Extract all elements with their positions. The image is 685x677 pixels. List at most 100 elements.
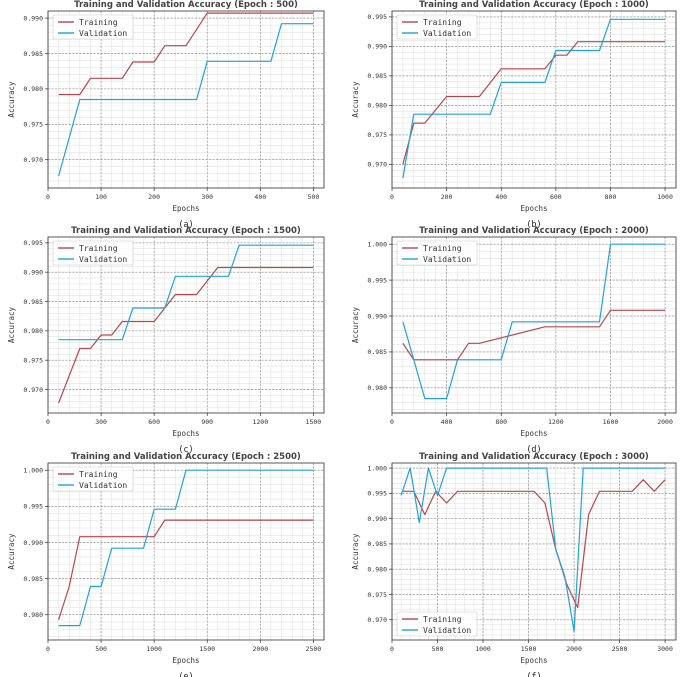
y-tick-label: 0.985 [367,540,387,548]
legend-label-validation: Validation [79,29,127,38]
x-tick-label: 500 [308,193,320,201]
x-tick-label: 2500 [612,645,628,653]
y-tick-label: 0.985 [23,575,43,583]
series-line-validation [400,467,666,633]
x-tick-label: 1200 [252,418,268,426]
x-axis-label: Epochs [520,656,547,665]
series-line-validation [58,469,314,627]
x-axis-label: Epochs [172,656,199,665]
y-tick-label: 0.995 [23,239,43,247]
y-axis-label: Accuracy [7,306,16,343]
y-tick-label: 0.970 [367,161,387,169]
x-tick-label: 0 [390,645,394,653]
x-tick-label: 0 [46,645,50,653]
x-axis-label: Epochs [520,429,547,438]
y-tick-label: 0.990 [367,312,387,320]
chart-title: Training and Validation Accuracy (Epoch … [74,0,298,10]
x-axis-label: Epochs [520,204,547,213]
x-axis-label: Epochs [172,429,199,438]
x-tick-label: 2000 [657,418,673,426]
y-tick-label: 0.975 [367,591,387,599]
series-line-validation [402,18,666,179]
series-line-training [58,12,314,96]
plot-frame [47,10,325,189]
x-tick-label: 200 [441,193,453,201]
y-tick-label: 0.975 [23,357,43,365]
x-tick-label: 1000 [657,193,673,201]
y-tick-label: 1.000 [23,467,43,475]
chart-title: Training and Validation Accuracy (Epoch … [419,226,649,236]
y-tick-label: 0.980 [23,85,43,93]
x-tick-label: 300 [201,193,213,201]
x-tick-label: 1500 [306,418,322,426]
x-tick-label: 0 [46,193,50,201]
series-line-validation [402,243,666,400]
legend-label-training: Training [79,244,118,253]
series-line-validation [58,244,314,341]
y-axis-label: Accuracy [351,81,360,118]
series-line-training [58,519,314,620]
legend-label-training: Training [423,18,462,27]
chart-panel-1: 0 100 200 300 400 500 0.970 0.975 0.980 0.985 0.99… [7,0,325,230]
legend-label-training: Training [423,615,462,624]
x-tick-label: 600 [148,418,160,426]
x-tick-label: 900 [201,418,213,426]
x-tick-label: 600 [550,193,562,201]
chart-title: Training and Validation Accuracy (Epoch … [419,0,649,10]
chart-title: Training and Validation Accuracy (Epoch … [419,452,649,462]
x-tick-label: 0 [390,193,394,201]
y-tick-label: 0.985 [367,72,387,80]
x-tick-label: 400 [495,193,507,201]
legend: Training Validation [396,611,478,637]
y-tick-label: 0.995 [367,276,387,284]
y-tick-label: 0.990 [23,14,43,22]
chart-panel-3: 0 300 600 900 1200 1500 0.970 0.975 0.980 0.985 0.… [7,226,325,455]
x-tick-label: 2000 [252,645,268,653]
y-tick-label: 0.995 [367,490,387,498]
x-tick-label: 1000 [146,645,162,653]
y-tick-label: 0.985 [23,298,43,306]
panel-caption: (d) [526,445,541,455]
legend: Training Validation [396,14,478,40]
panel-caption: (f) [526,672,541,677]
y-tick-label: 1.000 [367,464,387,472]
y-tick-label: 0.990 [367,515,387,523]
y-tick-label: 0.975 [23,121,43,129]
y-tick-label: 0.985 [23,50,43,58]
legend-label-validation: Validation [79,255,127,264]
chart-panel-4: 0 400 800 1200 1600 2000 0.980 0.985 0.990 0.995 1… [351,226,677,455]
x-tick-label: 1500 [199,645,215,653]
legend-label-validation: Validation [79,481,127,490]
chart-title: Training and Validation Accuracy (Epoch … [71,226,301,236]
y-tick-label: 0.980 [367,566,387,574]
x-tick-label: 0 [390,418,394,426]
y-tick-label: 0.980 [367,384,387,392]
x-tick-label: 400 [441,418,453,426]
y-tick-label: 0.990 [23,269,43,277]
x-tick-label: 2000 [566,645,582,653]
y-tick-label: 0.985 [367,348,387,356]
y-tick-label: 1.000 [367,240,387,248]
plot-frame [47,236,325,414]
x-tick-label: 400 [254,193,266,201]
legend: Training Validation [52,240,134,266]
chart-title: Training and Validation Accuracy (Epoch … [71,452,301,462]
series-line-validation [58,23,314,177]
x-tick-label: 500 [432,645,444,653]
x-tick-label: 1600 [603,418,619,426]
legend: Training Validation [396,240,478,266]
plot-frame [391,10,677,189]
y-tick-label: 0.995 [367,13,387,21]
plot-frame [391,236,677,414]
y-axis-label: Accuracy [7,533,16,570]
y-tick-label: 0.980 [367,102,387,110]
panel-caption: (b) [526,220,541,230]
y-axis-label: Accuracy [7,81,16,118]
legend: Training Validation [52,466,134,492]
panel-caption: (a) [178,220,193,230]
y-tick-label: 0.980 [23,327,43,335]
legend: Training Validation [52,14,134,40]
chart-panel-2: 0 200 400 600 800 1000 0.970 0.975 0.980 0.985 0.9… [351,0,677,230]
y-tick-label: 0.975 [367,131,387,139]
